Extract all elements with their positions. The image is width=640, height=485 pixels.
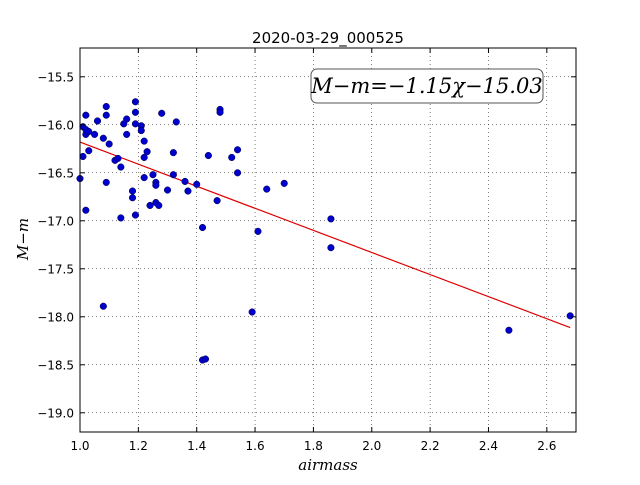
chart-title: 2020-03-29_000525	[252, 29, 404, 48]
data-point	[152, 181, 160, 189]
x-tick-label: 1.8	[304, 439, 323, 453]
data-point	[99, 302, 107, 310]
data-point	[146, 201, 154, 209]
y-tick-label: −18.5	[37, 358, 74, 372]
data-point	[85, 147, 93, 155]
x-tick-label: 2.6	[537, 439, 556, 453]
data-point	[137, 127, 145, 135]
y-tick-label: −17.0	[37, 214, 74, 228]
fit-line-layer	[79, 141, 571, 329]
data-point	[82, 206, 90, 214]
data-point	[216, 108, 224, 116]
data-point	[140, 174, 148, 182]
y-tick-labels: −15.5 −16.0 −16.5 −17.0 −17.5 −18.0 −18.5 −19.0	[37, 70, 74, 420]
data-point	[169, 149, 177, 157]
data-point	[163, 186, 172, 194]
data-point	[228, 153, 236, 161]
data-point	[193, 180, 201, 188]
x-tick-label: 2.2	[421, 439, 440, 453]
fit-equation: M−m=−1.15χ−15.03	[310, 74, 542, 98]
data-point	[85, 127, 93, 136]
data-point	[114, 154, 122, 162]
data-point	[99, 134, 107, 142]
y-tick-label: −18.0	[37, 310, 74, 324]
data-point	[93, 117, 102, 125]
ticks	[79, 48, 576, 432]
data-point	[327, 244, 335, 252]
data-point	[105, 140, 113, 148]
data-point	[131, 98, 139, 106]
x-tick-labels: 1.0 1.2 1.4 1.6 1.8 2.0 2.2 2.4 2.6	[70, 439, 556, 453]
data-point	[327, 215, 335, 223]
data-point	[128, 187, 137, 195]
y-tick-label: −16.0	[37, 118, 74, 132]
y-axis-label: M−m	[14, 218, 32, 261]
fit-equation-box	[310, 68, 544, 104]
data-point	[280, 179, 288, 187]
data-point	[117, 163, 125, 171]
data-point	[117, 214, 125, 222]
data-point	[201, 355, 210, 363]
data-point	[169, 171, 177, 179]
data-point	[140, 153, 148, 161]
data-point	[172, 118, 180, 126]
y-tick-label: −16.5	[37, 166, 74, 180]
data-point	[123, 115, 131, 123]
data-point	[505, 326, 513, 334]
axes-frame	[79, 47, 577, 433]
data-point	[123, 130, 131, 138]
x-tick-label: 2.0	[362, 439, 381, 453]
data-point	[82, 111, 90, 119]
data-point	[140, 137, 148, 145]
x-tick-label: 2.4	[479, 439, 498, 453]
data-point	[248, 308, 256, 316]
points-layer	[76, 98, 574, 364]
data-point	[131, 211, 139, 219]
data-point	[234, 146, 242, 154]
data-point	[213, 197, 221, 205]
data-point	[143, 148, 151, 156]
data-point	[234, 169, 242, 177]
y-tick-label: −15.5	[37, 70, 74, 84]
data-point	[204, 151, 212, 160]
fit-line	[79, 141, 571, 329]
data-point	[254, 227, 262, 235]
data-point	[131, 108, 139, 116]
data-point	[79, 152, 87, 161]
data-point	[102, 111, 110, 119]
y-tick-label: −19.0	[37, 406, 74, 420]
data-point	[198, 223, 207, 232]
data-point	[102, 178, 110, 186]
data-point	[263, 185, 271, 193]
x-tick-label: 1.0	[70, 439, 89, 453]
data-point	[181, 177, 189, 185]
data-point	[128, 194, 137, 202]
x-tick-label: 1.6	[246, 439, 265, 453]
x-tick-label: 1.2	[129, 439, 148, 453]
data-point	[566, 312, 574, 320]
data-point	[155, 201, 163, 209]
data-point	[102, 103, 110, 111]
data-point	[184, 187, 192, 195]
y-tick-label: −17.5	[37, 262, 74, 276]
data-point	[158, 109, 166, 117]
x-tick-label: 1.4	[187, 439, 206, 453]
data-point	[149, 171, 157, 179]
data-point	[91, 130, 99, 138]
x-axis-label: airmass	[298, 456, 358, 474]
